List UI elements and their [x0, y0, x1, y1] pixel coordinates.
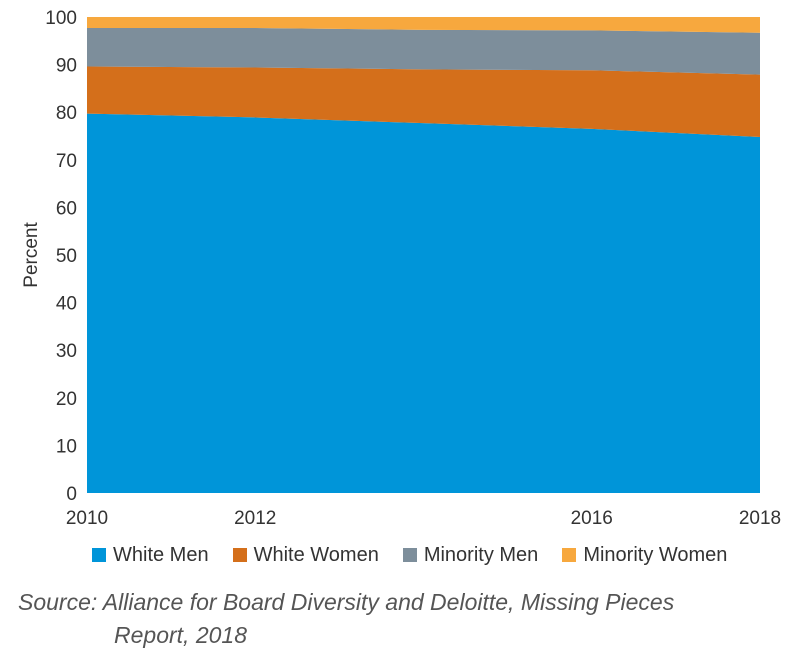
legend-item: Minority Men: [402, 543, 539, 567]
x-tick-label: 2010: [66, 508, 108, 529]
y-tick-label: 30: [56, 341, 77, 362]
x-axis: 2010 2012 2016 2018: [66, 508, 781, 529]
y-tick-label: 20: [56, 389, 77, 410]
x-tick-label: 2016: [571, 508, 613, 529]
area-white-men: [87, 113, 760, 493]
area-layers: [87, 17, 760, 493]
y-tick-label: 40: [56, 294, 77, 315]
area-minority-men: [87, 27, 760, 75]
legend-swatch: [232, 548, 247, 562]
y-axis: 0 10 20 30 40 50 60 70 80 90 100: [45, 8, 77, 505]
y-tick-label: 80: [56, 103, 77, 124]
x-tick-label: 2018: [739, 508, 781, 529]
legend: White Men White Women Minority Men Minority…: [0, 540, 800, 570]
legend-label: Minority Men: [423, 543, 539, 566]
source-line-2: Report, 2018: [114, 622, 247, 648]
legend-swatch: [402, 548, 417, 562]
y-tick-label: 10: [56, 436, 77, 457]
y-tick-label: 70: [56, 151, 77, 172]
y-tick-label: 100: [45, 8, 77, 29]
legend-label: Minority Women: [583, 543, 728, 566]
y-tick-label: 50: [56, 246, 77, 267]
legend-item: White Men: [92, 544, 209, 567]
area-minority-women: [87, 17, 760, 33]
source-line-1: Source: Alliance for Board Diversity and…: [18, 589, 675, 615]
source-note: Source: Alliance for Board Diversity and…: [18, 586, 788, 652]
x-tick-label: 2012: [234, 508, 276, 529]
legend-label: White Women: [253, 543, 379, 566]
legend-label: White Men: [113, 543, 209, 566]
y-tick-label: 60: [56, 198, 77, 219]
y-tick-label: 0: [66, 484, 77, 505]
legend-swatch: [562, 548, 577, 562]
legend-item: White Women: [232, 543, 379, 567]
area-white-women: [87, 66, 760, 137]
legend-item: Minority Women: [562, 544, 727, 567]
y-axis-label: Percent: [21, 222, 42, 288]
legend-swatch: [92, 548, 106, 562]
y-tick-label: 90: [56, 56, 77, 77]
